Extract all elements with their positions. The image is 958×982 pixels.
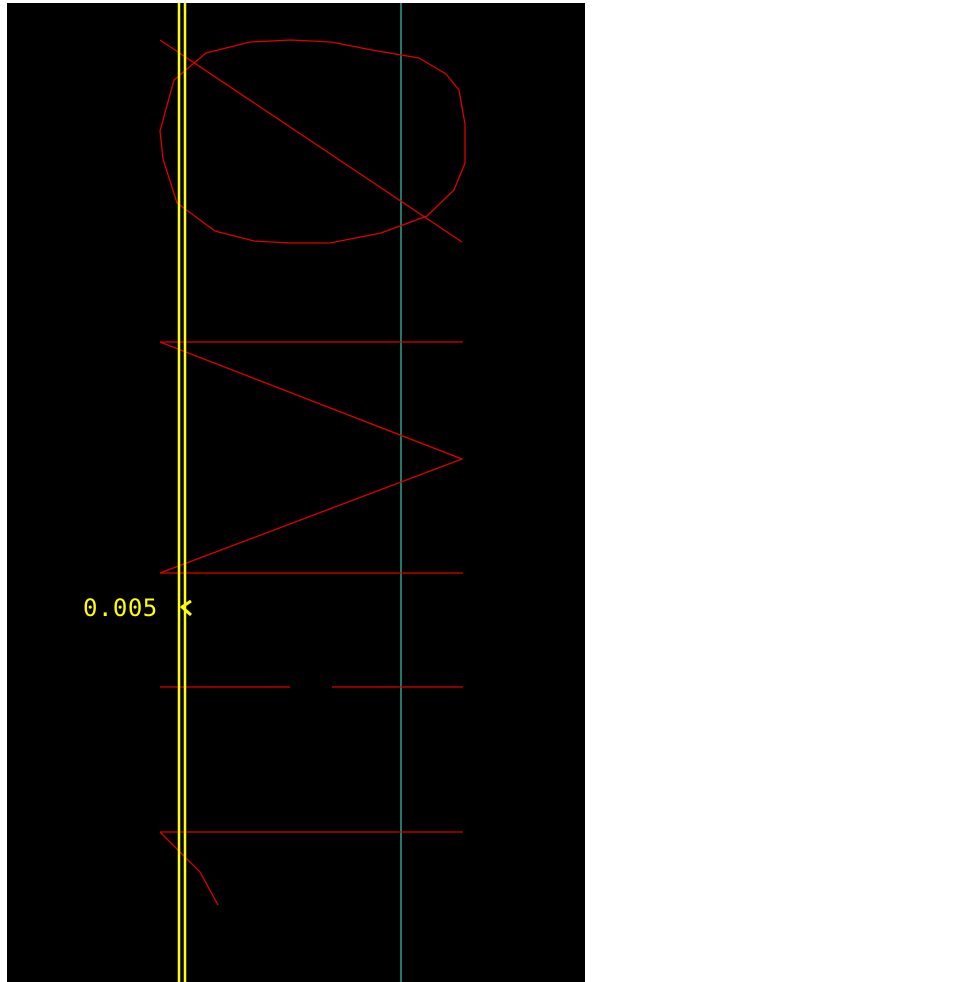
bottom-tail-line[interactable]: [159, 831, 219, 906]
cad-viewport[interactable]: 0.005: [7, 3, 585, 982]
zigzag-line[interactable]: [159, 341, 464, 574]
arrowhead-left-icon: [180, 599, 192, 617]
dimension-label[interactable]: 0.005: [83, 594, 158, 622]
ellipse-outline[interactable]: [159, 39, 466, 244]
ellipse-slash-line[interactable]: [159, 39, 463, 243]
drawing-canvas[interactable]: [7, 3, 585, 982]
